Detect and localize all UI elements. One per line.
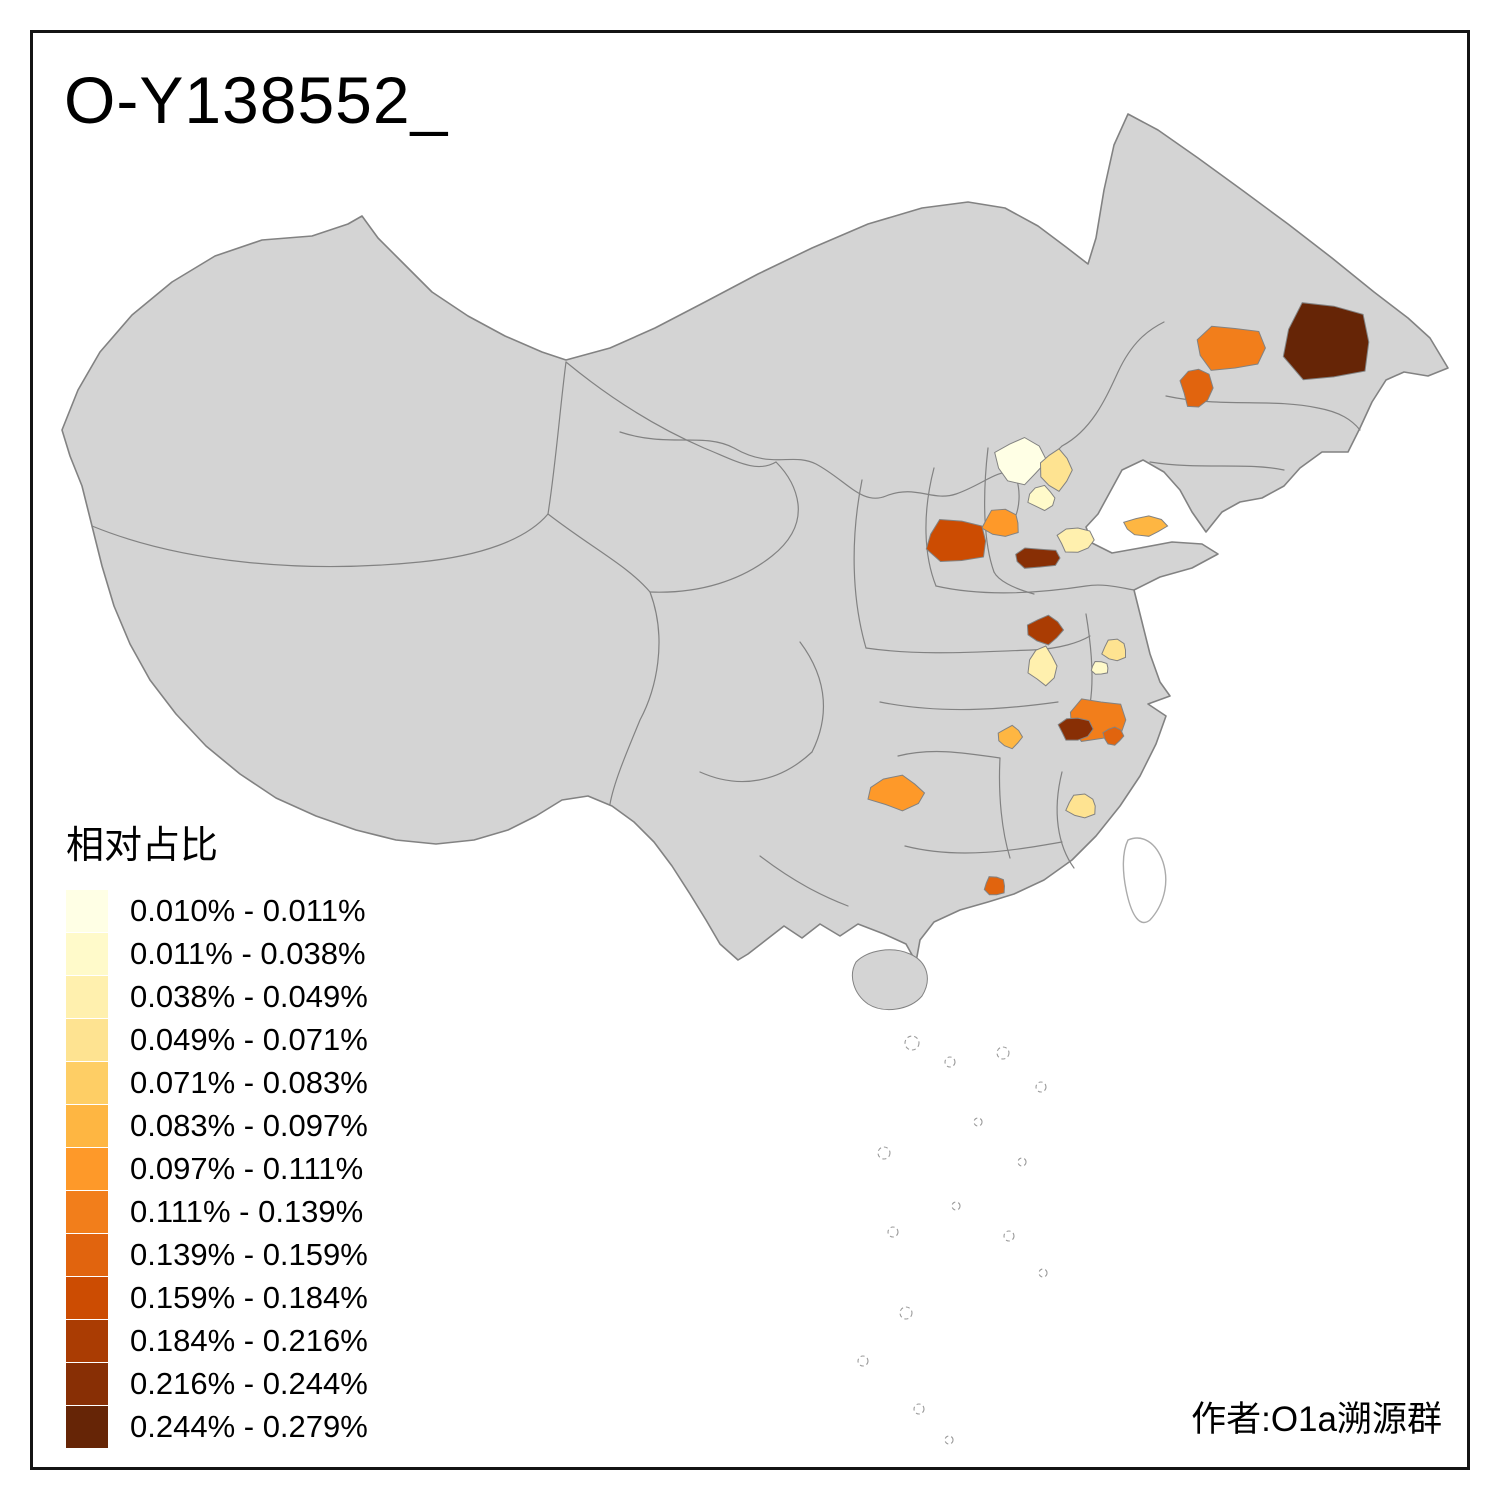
highlighted-region-bin-4 (1065, 793, 1096, 819)
legend-entries: 0.010% - 0.011% 0.011% - 0.038% 0.038% - 0… (66, 889, 368, 1448)
legend-swatch (66, 1147, 108, 1190)
legend-swatch (66, 932, 108, 975)
legend-label: 0.184% - 0.216% (130, 1322, 368, 1358)
highlighted-region-bin-7 (867, 774, 926, 812)
south-china-sea-islands (857, 1035, 1048, 1445)
legend-label: 0.011% - 0.038% (130, 935, 366, 971)
highlighted-region-bin-7 (981, 508, 1019, 537)
legend-swatch (66, 1018, 108, 1061)
legend-swatch (66, 1319, 108, 1362)
highlighted-region-bin-1 (994, 436, 1048, 486)
legend-swatch (66, 1190, 108, 1233)
legend-swatch (66, 1061, 108, 1104)
highlighted-region-bin-11 (1026, 614, 1065, 646)
attribution: 作者:O1a溯源群 (1191, 1400, 1442, 1439)
highlighted-regions (867, 302, 1370, 896)
page-title: O-Y138552_ (64, 63, 449, 137)
legend-entry-5: 0.071% - 0.083% (66, 1061, 368, 1104)
legend-label: 0.139% - 0.159% (130, 1236, 368, 1272)
highlighted-region-bin-9 (1179, 368, 1214, 408)
legend-entry-6: 0.083% - 0.097% (66, 1104, 368, 1147)
highlighted-region-bin-2 (1090, 660, 1109, 675)
highlighted-region-bin-12 (1057, 717, 1094, 741)
highlighted-region-bin-9 (1102, 726, 1125, 746)
legend-entry-8: 0.111% - 0.139% (66, 1190, 368, 1233)
highlighted-region-bin-6 (1122, 515, 1169, 537)
highlighted-region-bin-9 (983, 876, 1006, 896)
legend-entry-11: 0.184% - 0.216% (66, 1319, 368, 1362)
legend-label: 0.159% - 0.184% (130, 1279, 368, 1315)
province-borders (91, 321, 1361, 907)
legend-label: 0.244% - 0.279% (130, 1408, 368, 1444)
legend-entry-3: 0.038% - 0.049% (66, 975, 368, 1018)
legend-label: 0.049% - 0.071% (130, 1021, 368, 1057)
highlighted-region-bin-4 (1039, 448, 1073, 492)
legend-label: 0.097% - 0.111% (130, 1150, 364, 1186)
legend-swatch (66, 889, 108, 932)
legend-label: 0.038% - 0.049% (130, 978, 368, 1014)
legend-entry-2: 0.011% - 0.038% (66, 932, 368, 975)
legend-entry-9: 0.139% - 0.159% (66, 1233, 368, 1276)
legend-label: 0.071% - 0.083% (130, 1064, 368, 1100)
legend-label: 0.083% - 0.097% (130, 1107, 368, 1143)
legend-entry-13: 0.244% - 0.279% (66, 1405, 368, 1448)
legend: 相对占比 0.010% - 0.011% 0.011% - 0.038% 0.038… (66, 814, 368, 1448)
legend-label: 0.010% - 0.011% (130, 892, 366, 928)
legend-title: 相对占比 (66, 825, 219, 867)
highlighted-region-bin-8 (1196, 325, 1266, 371)
highlighted-region-bin-12 (1015, 547, 1061, 569)
legend-entry-7: 0.097% - 0.111% (66, 1147, 368, 1190)
legend-entry-1: 0.010% - 0.011% (66, 889, 368, 932)
legend-label: 0.111% - 0.139% (130, 1193, 364, 1229)
legend-swatch (66, 1405, 108, 1448)
legend-label: 0.216% - 0.244% (130, 1365, 368, 1401)
highlighted-region-bin-6 (997, 724, 1024, 750)
highlighted-region-bin-3 (1056, 527, 1095, 553)
legend-entry-4: 0.049% - 0.071% (66, 1018, 368, 1061)
legend-swatch (66, 1276, 108, 1319)
legend-swatch (66, 1233, 108, 1276)
highlighted-region-bin-13 (1282, 302, 1370, 381)
legend-swatch (66, 1362, 108, 1405)
highlighted-region-bin-2 (1027, 484, 1056, 512)
highlighted-region-bin-4 (1101, 638, 1126, 662)
highlighted-region-bin-3 (1027, 645, 1058, 687)
taiwan-island (1122, 837, 1167, 924)
legend-swatch (66, 1104, 108, 1147)
hainan-island (852, 949, 928, 1011)
legend-entry-10: 0.159% - 0.184% (66, 1276, 368, 1319)
legend-entry-12: 0.216% - 0.244% (66, 1362, 368, 1405)
highlighted-region-bin-10 (925, 518, 987, 563)
legend-swatch (66, 975, 108, 1018)
